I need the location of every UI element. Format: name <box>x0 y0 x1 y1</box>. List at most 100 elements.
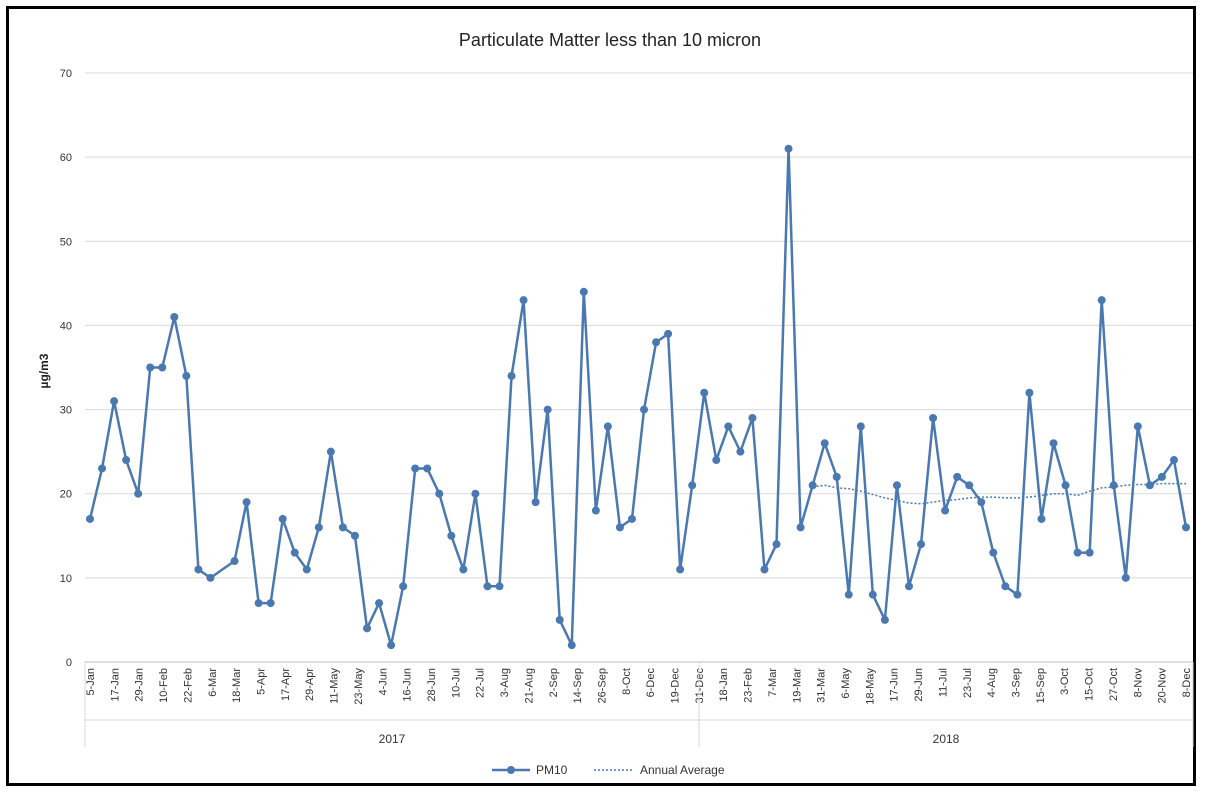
pm10-point <box>134 489 143 498</box>
x-tick-label: 29-Jun <box>913 668 925 702</box>
x-tick-label: 5-Jan <box>85 668 97 696</box>
pm10-point <box>98 464 107 473</box>
x-tick-label: 23-Feb <box>743 668 755 703</box>
pm10-point <box>519 296 528 305</box>
y-tick-label: 10 <box>60 573 72 585</box>
year-label: 2017 <box>379 732 406 746</box>
legend: PM10 Annual Average <box>492 763 725 777</box>
pm10-point <box>904 582 913 591</box>
pm10-point <box>688 481 697 490</box>
x-tick-label: 16-Jun <box>402 668 414 702</box>
pm10-point <box>483 582 492 591</box>
pm10-point <box>1121 573 1130 582</box>
legend-pm10-label: PM10 <box>536 763 568 777</box>
x-tick-label: 3-Aug <box>499 668 511 697</box>
pm10-point <box>411 464 420 473</box>
x-tick-label: 15-Sep <box>1035 668 1047 703</box>
pm10-point <box>1145 481 1154 490</box>
pm10-point <box>989 548 998 557</box>
pm10-point <box>555 615 564 624</box>
pm10-point <box>627 514 636 523</box>
x-tick-label: 14-Sep <box>572 668 584 703</box>
y-tick-label: 50 <box>60 236 72 248</box>
pm10-point <box>531 498 540 507</box>
pm10-point <box>302 565 311 574</box>
x-tick-label: 15-Oct <box>1084 668 1096 701</box>
y-tick-label: 30 <box>60 405 72 417</box>
x-tick-label: 11-May <box>329 668 341 704</box>
pm10-point <box>868 590 877 599</box>
pm10-point <box>326 447 335 456</box>
x-tick-label: 7-Mar <box>767 668 779 697</box>
x-tick-label: 22-Jul <box>475 668 487 698</box>
x-tick-label: 8-Oct <box>621 668 633 695</box>
y-tick-label: 70 <box>60 68 72 80</box>
pm10-point <box>1037 514 1046 523</box>
pm10-point <box>314 523 323 532</box>
pm10-point <box>736 447 745 456</box>
pm10-point <box>784 144 793 153</box>
pm10-point <box>856 422 865 431</box>
pm10-point <box>567 641 576 650</box>
x-tick-label: 3-Sep <box>1011 668 1023 697</box>
x-tick-label: 2-Sep <box>548 668 560 697</box>
annual-average-series <box>812 482 1186 505</box>
y-axis: 0 10 20 30 40 50 60 70 <box>60 68 72 669</box>
pm10-point <box>880 615 889 624</box>
x-tick-label: 19-Mar <box>791 668 803 703</box>
pm10-point <box>435 489 444 498</box>
x-tick-label: 18-May <box>864 668 876 705</box>
pm10-point <box>652 338 661 347</box>
pm10-point <box>338 523 347 532</box>
pm10-point <box>242 498 251 507</box>
x-tick-label: 8-Dec <box>1181 668 1193 698</box>
pm10-series <box>86 144 1190 650</box>
pm10-point <box>796 523 805 532</box>
annual-average-line <box>812 482 1186 505</box>
pm10-point <box>1097 296 1106 305</box>
y-axis-title: µg/m3 <box>37 353 51 388</box>
x-tick-label: 10-Feb <box>158 668 170 703</box>
pm10-point <box>977 498 986 507</box>
pm10-point <box>748 413 757 422</box>
x-tick-label: 6-Mar <box>207 668 219 697</box>
pm10-point <box>158 363 167 372</box>
x-tick-label: 17-Jun <box>889 668 901 702</box>
pm10-point <box>1169 456 1178 465</box>
x-tick-label: 4-Jun <box>377 668 389 696</box>
pm10-point <box>676 565 685 574</box>
x-tick-label: 17-Apr <box>280 668 292 701</box>
pm10-point <box>507 371 516 380</box>
x-tick-label: 29-Jan <box>134 668 146 702</box>
legend-average-label: Annual Average <box>640 763 725 777</box>
x-tick-label: 29-Apr <box>304 668 316 701</box>
pm10-point <box>447 531 456 540</box>
x-tick-label: 10-Jul <box>450 668 462 698</box>
x-tick-label: 26-Sep <box>596 668 608 703</box>
pm10-point <box>86 514 94 523</box>
pm10-point <box>290 548 299 557</box>
pm10-point <box>953 472 962 481</box>
pm10-point <box>1013 590 1022 599</box>
x-tick-label: 6-Dec <box>645 668 657 698</box>
pm10-point <box>760 565 769 574</box>
x-tick-label: 5-Apr <box>255 668 267 695</box>
pm10-point <box>1061 481 1070 490</box>
pm10-point <box>194 565 203 574</box>
pm10-point <box>206 573 215 582</box>
pm10-point <box>832 472 841 481</box>
x-tick-label: 6-May <box>840 668 852 699</box>
pm10-point <box>1157 472 1166 481</box>
pm10-point <box>1001 582 1010 591</box>
pm10-point <box>1133 422 1142 431</box>
pm10-point <box>892 481 901 490</box>
pm10-point <box>1073 548 1082 557</box>
pm10-point <box>543 405 552 414</box>
pm10-point <box>110 397 119 406</box>
pm10-point <box>1025 388 1034 397</box>
x-tick-label: 20-Nov <box>1157 668 1169 704</box>
pm10-point <box>278 514 287 523</box>
x-tick-label: 31-Dec <box>694 668 706 704</box>
x-tick-label: 23-Jul <box>962 668 974 698</box>
pm10-point <box>579 287 588 296</box>
